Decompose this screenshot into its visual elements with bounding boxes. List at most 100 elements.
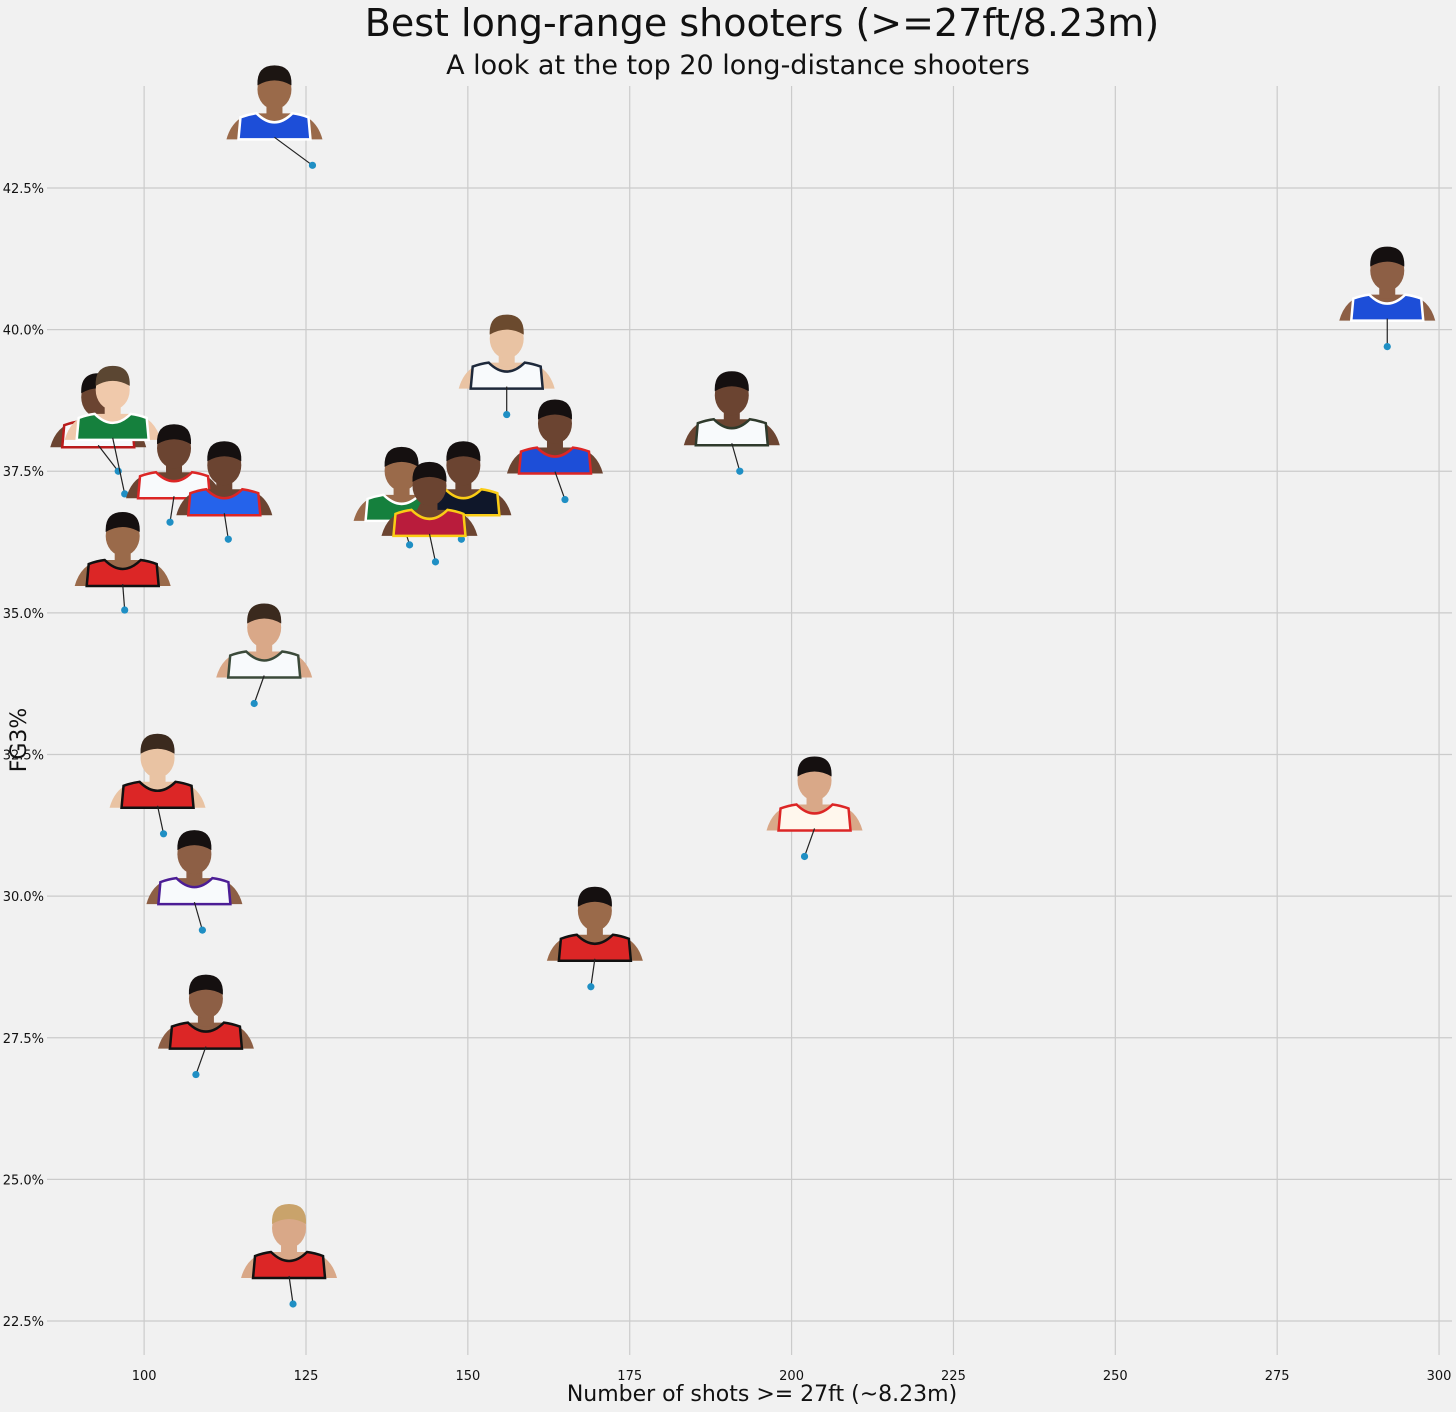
data-point (289, 1300, 297, 1308)
player-marker (109, 733, 206, 838)
connector-line (554, 471, 566, 500)
connector-line (169, 496, 175, 523)
data-point (800, 852, 809, 861)
y-tick-label: 35.0% (3, 607, 44, 622)
player-marker (157, 974, 254, 1079)
x-tick-label: 100 (132, 1369, 157, 1384)
data-point (159, 830, 168, 838)
data-point (250, 699, 258, 708)
player-marker (683, 371, 780, 475)
y-tick-label: 22.5% (3, 1315, 44, 1330)
connector-line (195, 1046, 207, 1075)
player-jersey (469, 361, 545, 390)
player-marker (381, 461, 478, 566)
player-jersey (517, 446, 593, 475)
player-marker (506, 399, 603, 504)
y-tick-label: 27.5% (3, 1032, 44, 1047)
player-jersey (157, 876, 232, 906)
player-hair (577, 886, 612, 907)
player-hair (714, 371, 749, 392)
player-hair (446, 441, 481, 462)
player-marker (226, 65, 323, 169)
data-point (192, 1070, 200, 1079)
player-jersey (168, 1021, 244, 1050)
y-tick-label: 25.0% (3, 1173, 44, 1188)
player-marker (458, 314, 555, 419)
player-marker (1339, 246, 1436, 351)
data-point (405, 541, 414, 549)
player-hair (188, 974, 223, 995)
x-tick-label: 150 (455, 1369, 480, 1384)
data-point (431, 558, 440, 566)
y-tick-label: 32.5% (3, 748, 44, 763)
connector-line (112, 437, 126, 495)
player-hair (105, 512, 140, 533)
y-tick-label: 30.0% (3, 890, 44, 905)
data-point (224, 535, 232, 543)
chart-subtitle: A look at the top 20 long-distance shoot… (446, 50, 1030, 81)
player-hair (207, 441, 242, 462)
player-marker (546, 886, 643, 991)
player-marker (74, 512, 171, 614)
player-hair (247, 603, 282, 624)
connector-line (122, 583, 126, 611)
data-point (121, 606, 129, 614)
player-hair (140, 733, 175, 754)
player-hair (271, 1204, 307, 1225)
player-hair (537, 399, 573, 420)
player-marker (241, 1204, 338, 1308)
connector-line (288, 1275, 294, 1305)
connector-line (274, 136, 313, 166)
x-tick-label: 225 (941, 1369, 966, 1384)
connector-line (253, 675, 265, 704)
data-point (166, 518, 174, 526)
x-tick-label: 275 (1265, 1369, 1290, 1384)
player-hair (156, 424, 192, 445)
player-hair (95, 365, 130, 386)
player-hair (489, 314, 524, 335)
connector-line (803, 828, 816, 857)
data-point (308, 161, 317, 169)
connector-line (97, 444, 119, 472)
player-marker (766, 756, 863, 861)
data-point (503, 410, 511, 419)
player-hair (412, 461, 447, 482)
player-jersey (777, 803, 852, 832)
player-jersey (120, 780, 195, 810)
player-jersey (392, 508, 467, 538)
player-marker (146, 830, 243, 934)
data-point (561, 495, 569, 504)
player-jersey (1349, 293, 1425, 322)
x-axis-label: Number of shots >= 27ft (~8.23m) (567, 1382, 957, 1407)
player-jersey (186, 487, 262, 517)
y-tick-label: 42.5% (3, 182, 44, 197)
y-tick-label: 37.5% (3, 465, 44, 480)
x-tick-label: 200 (779, 1369, 804, 1384)
y-tick-label: 40.0% (3, 324, 44, 339)
player-marker (216, 603, 313, 708)
player-marker (64, 365, 161, 498)
y-tick-labels: 22.5% 25.0% 27.5% 30.0% 32.5% 35.0% 37.5% 40.0%… (3, 182, 44, 1330)
connector-line (731, 443, 741, 472)
y-axis-label: FG3% (7, 708, 32, 773)
connector-line (156, 805, 165, 834)
player-hair (177, 830, 212, 851)
data-point (121, 490, 129, 498)
grid-lines (47, 86, 1452, 1355)
connector-line (428, 533, 437, 563)
x-tick-label: 125 (294, 1369, 319, 1384)
x-tick-label: 250 (1103, 1369, 1128, 1384)
data-point (1383, 342, 1391, 351)
data-point (736, 467, 744, 475)
player-jersey (694, 417, 770, 447)
player-jersey (237, 111, 312, 141)
player-jersey (85, 558, 161, 588)
player-jersey (557, 933, 633, 963)
connector-line (193, 901, 203, 931)
player-jersey (251, 1250, 327, 1280)
x-tick-labels: 100 125 150 175 200 225 250 275 300 (132, 1369, 1452, 1384)
player-hair (257, 65, 292, 86)
